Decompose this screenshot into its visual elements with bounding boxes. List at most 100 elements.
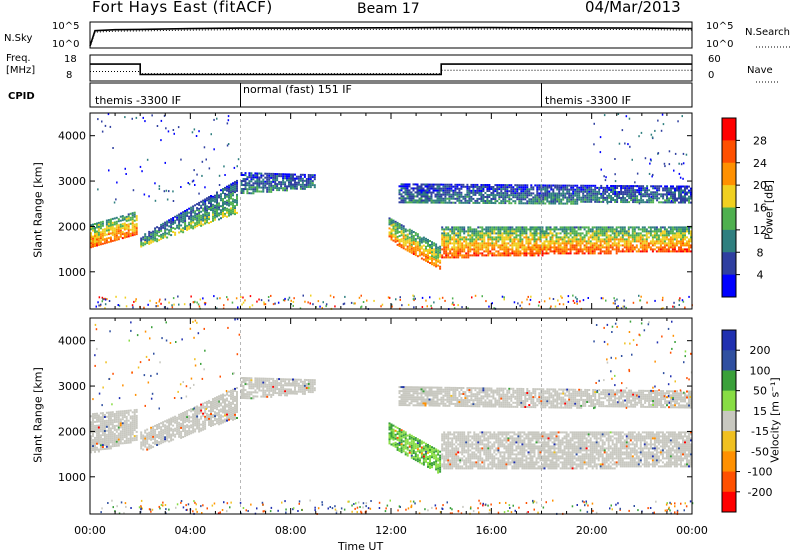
- data-cell: [457, 238, 460, 241]
- data-cell: [164, 420, 167, 423]
- data-cell: [212, 211, 214, 214]
- data-cell: [594, 196, 597, 199]
- data-cell: [115, 436, 118, 439]
- data-cell: [513, 250, 516, 253]
- data-cell: [509, 252, 512, 255]
- data-cell: [97, 231, 100, 234]
- noise-cell: [106, 298, 108, 301]
- data-cell: [234, 183, 236, 186]
- data-cell: [125, 423, 128, 426]
- data-cell: [445, 228, 448, 231]
- data-cell: [119, 434, 122, 437]
- data-cell: [105, 419, 108, 422]
- data-cell: [559, 244, 562, 247]
- data-cell: [150, 444, 153, 447]
- data-cell: [418, 244, 421, 247]
- data-cell: [268, 176, 271, 179]
- noise-cell: [251, 304, 254, 307]
- data-cell: [676, 185, 678, 188]
- data-cell: [552, 194, 555, 197]
- data-cell: [490, 194, 493, 196]
- data-cell: [667, 238, 670, 241]
- data-cell: [121, 410, 124, 413]
- data-cell: [632, 193, 635, 196]
- data-cell: [548, 186, 551, 189]
- data-cell: [270, 184, 273, 187]
- data-cell: [576, 200, 579, 203]
- data-cell: [563, 228, 566, 231]
- data-cell: [444, 191, 447, 194]
- data-cell: [618, 185, 621, 187]
- data-cell: [129, 232, 132, 235]
- data-cell: [412, 251, 415, 253]
- data-cell: [590, 200, 593, 203]
- sparse-cell: [205, 158, 207, 161]
- data-cell: [530, 200, 533, 203]
- data-cell: [515, 248, 518, 251]
- data-cell: [121, 215, 124, 218]
- data-cell: [663, 236, 666, 239]
- data-cell: [272, 174, 275, 177]
- data-cell: [135, 217, 138, 220]
- data-cell: [127, 223, 130, 226]
- data-cell: [160, 227, 163, 230]
- data-cell: [164, 424, 167, 427]
- data-cell: [539, 230, 542, 233]
- data-cell: [632, 185, 635, 188]
- data-cell: [503, 242, 506, 245]
- data-cell: [529, 234, 532, 237]
- data-cell: [514, 202, 517, 205]
- data-cell: [525, 236, 528, 239]
- data-cell: [682, 185, 684, 188]
- data-cell: [647, 232, 650, 235]
- noise-cell: [101, 296, 104, 299]
- data-cell: [592, 198, 595, 201]
- data-cell: [559, 242, 562, 245]
- data-cell: [547, 234, 550, 237]
- data-cell: [485, 242, 488, 245]
- data-cell: [530, 198, 533, 201]
- data-cell: [531, 252, 534, 255]
- data-cell: [619, 244, 622, 247]
- data-cell: [481, 230, 484, 233]
- data-cell: [288, 173, 290, 176]
- data-cell: [182, 412, 185, 414]
- data-cell: [613, 248, 616, 251]
- data-cell: [435, 257, 438, 260]
- data-cell: [664, 189, 667, 192]
- data-cell: [94, 229, 96, 231]
- data-cell: [236, 185, 238, 188]
- data-cell: [435, 265, 438, 268]
- data-cell: [202, 201, 205, 204]
- data-cell: [113, 227, 116, 230]
- noise-cell: [366, 299, 368, 302]
- data-cell: [154, 239, 157, 242]
- data-cell: [135, 410, 138, 413]
- data-cell: [509, 226, 512, 229]
- data-cell: [416, 183, 419, 186]
- data-cell: [406, 183, 409, 186]
- data-cell: [222, 202, 224, 204]
- data-cell: [519, 254, 522, 257]
- data-cell: [260, 180, 263, 183]
- data-cell: [453, 244, 456, 247]
- data-cell: [457, 234, 460, 237]
- data-cell: [232, 194, 234, 197]
- data-cell: [571, 230, 574, 233]
- data-cell: [280, 175, 283, 178]
- data-cell: [622, 185, 625, 188]
- data-cell: [524, 196, 527, 199]
- data-cell: [272, 188, 275, 191]
- noise-cell: [290, 299, 292, 302]
- data-cell: [430, 195, 433, 198]
- data-cell: [450, 183, 453, 186]
- data-cell: [196, 221, 199, 224]
- data-cell: [103, 436, 106, 438]
- data-cell: [129, 437, 132, 440]
- data-cell: [682, 197, 684, 200]
- data-cell: [633, 248, 636, 251]
- data-cell: [587, 250, 590, 253]
- data-cell: [492, 198, 495, 200]
- data-cell: [212, 203, 214, 206]
- data-cell: [406, 197, 409, 200]
